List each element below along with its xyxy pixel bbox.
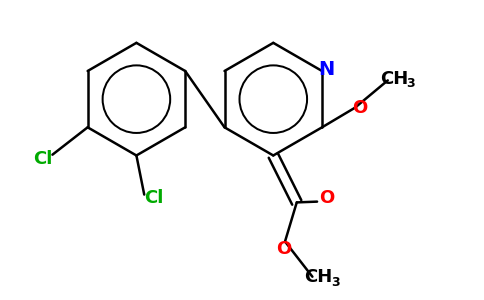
Text: O: O (352, 99, 367, 117)
Text: CH: CH (304, 268, 333, 286)
Text: O: O (319, 190, 334, 208)
Text: N: N (318, 60, 334, 79)
Text: Cl: Cl (33, 150, 53, 168)
Text: Cl: Cl (144, 190, 163, 208)
Text: O: O (277, 240, 292, 258)
Text: 3: 3 (331, 276, 339, 289)
Text: CH: CH (380, 70, 408, 88)
Text: 3: 3 (406, 77, 415, 90)
